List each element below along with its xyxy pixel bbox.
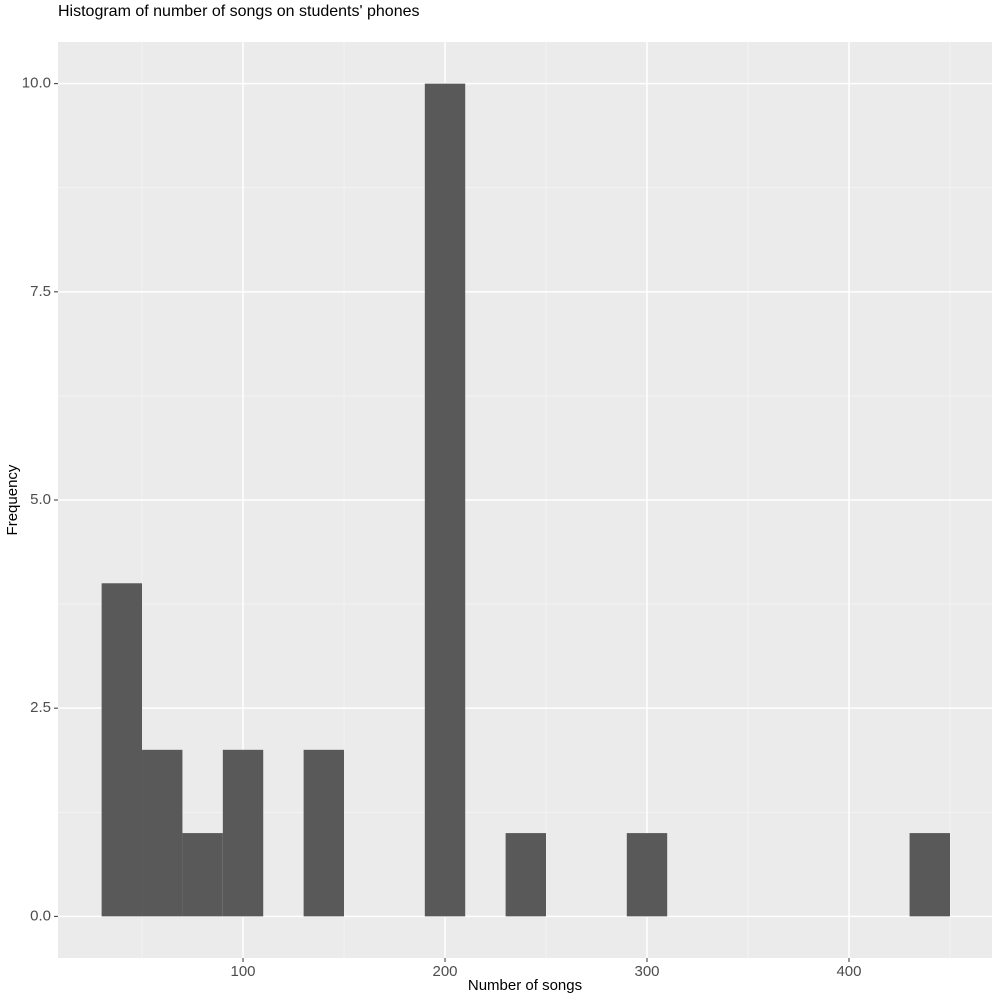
bar (505, 833, 547, 917)
chart-title: Histogram of number of songs on students… (58, 3, 419, 20)
bar (626, 833, 668, 917)
bar (909, 833, 950, 917)
y-tick-label: 0.0 (30, 907, 51, 924)
bar (424, 83, 466, 917)
y-tick-label: 5.0 (30, 491, 51, 508)
x-tick-label: 400 (836, 963, 861, 980)
bar (303, 749, 345, 917)
bar (182, 833, 223, 917)
y-tick-label: 10.0 (22, 75, 51, 92)
y-tick-label: 7.5 (30, 283, 51, 300)
x-tick-label: 100 (231, 963, 256, 980)
y-tick-label: 2.5 (30, 699, 51, 716)
x-tick-label: 300 (634, 963, 659, 980)
x-axis-title: Number of songs (468, 977, 582, 994)
bar (101, 583, 143, 917)
bar (142, 749, 183, 917)
y-axis-title: Frequency (4, 464, 21, 535)
bar (222, 749, 264, 917)
x-tick-label: 200 (432, 963, 457, 980)
